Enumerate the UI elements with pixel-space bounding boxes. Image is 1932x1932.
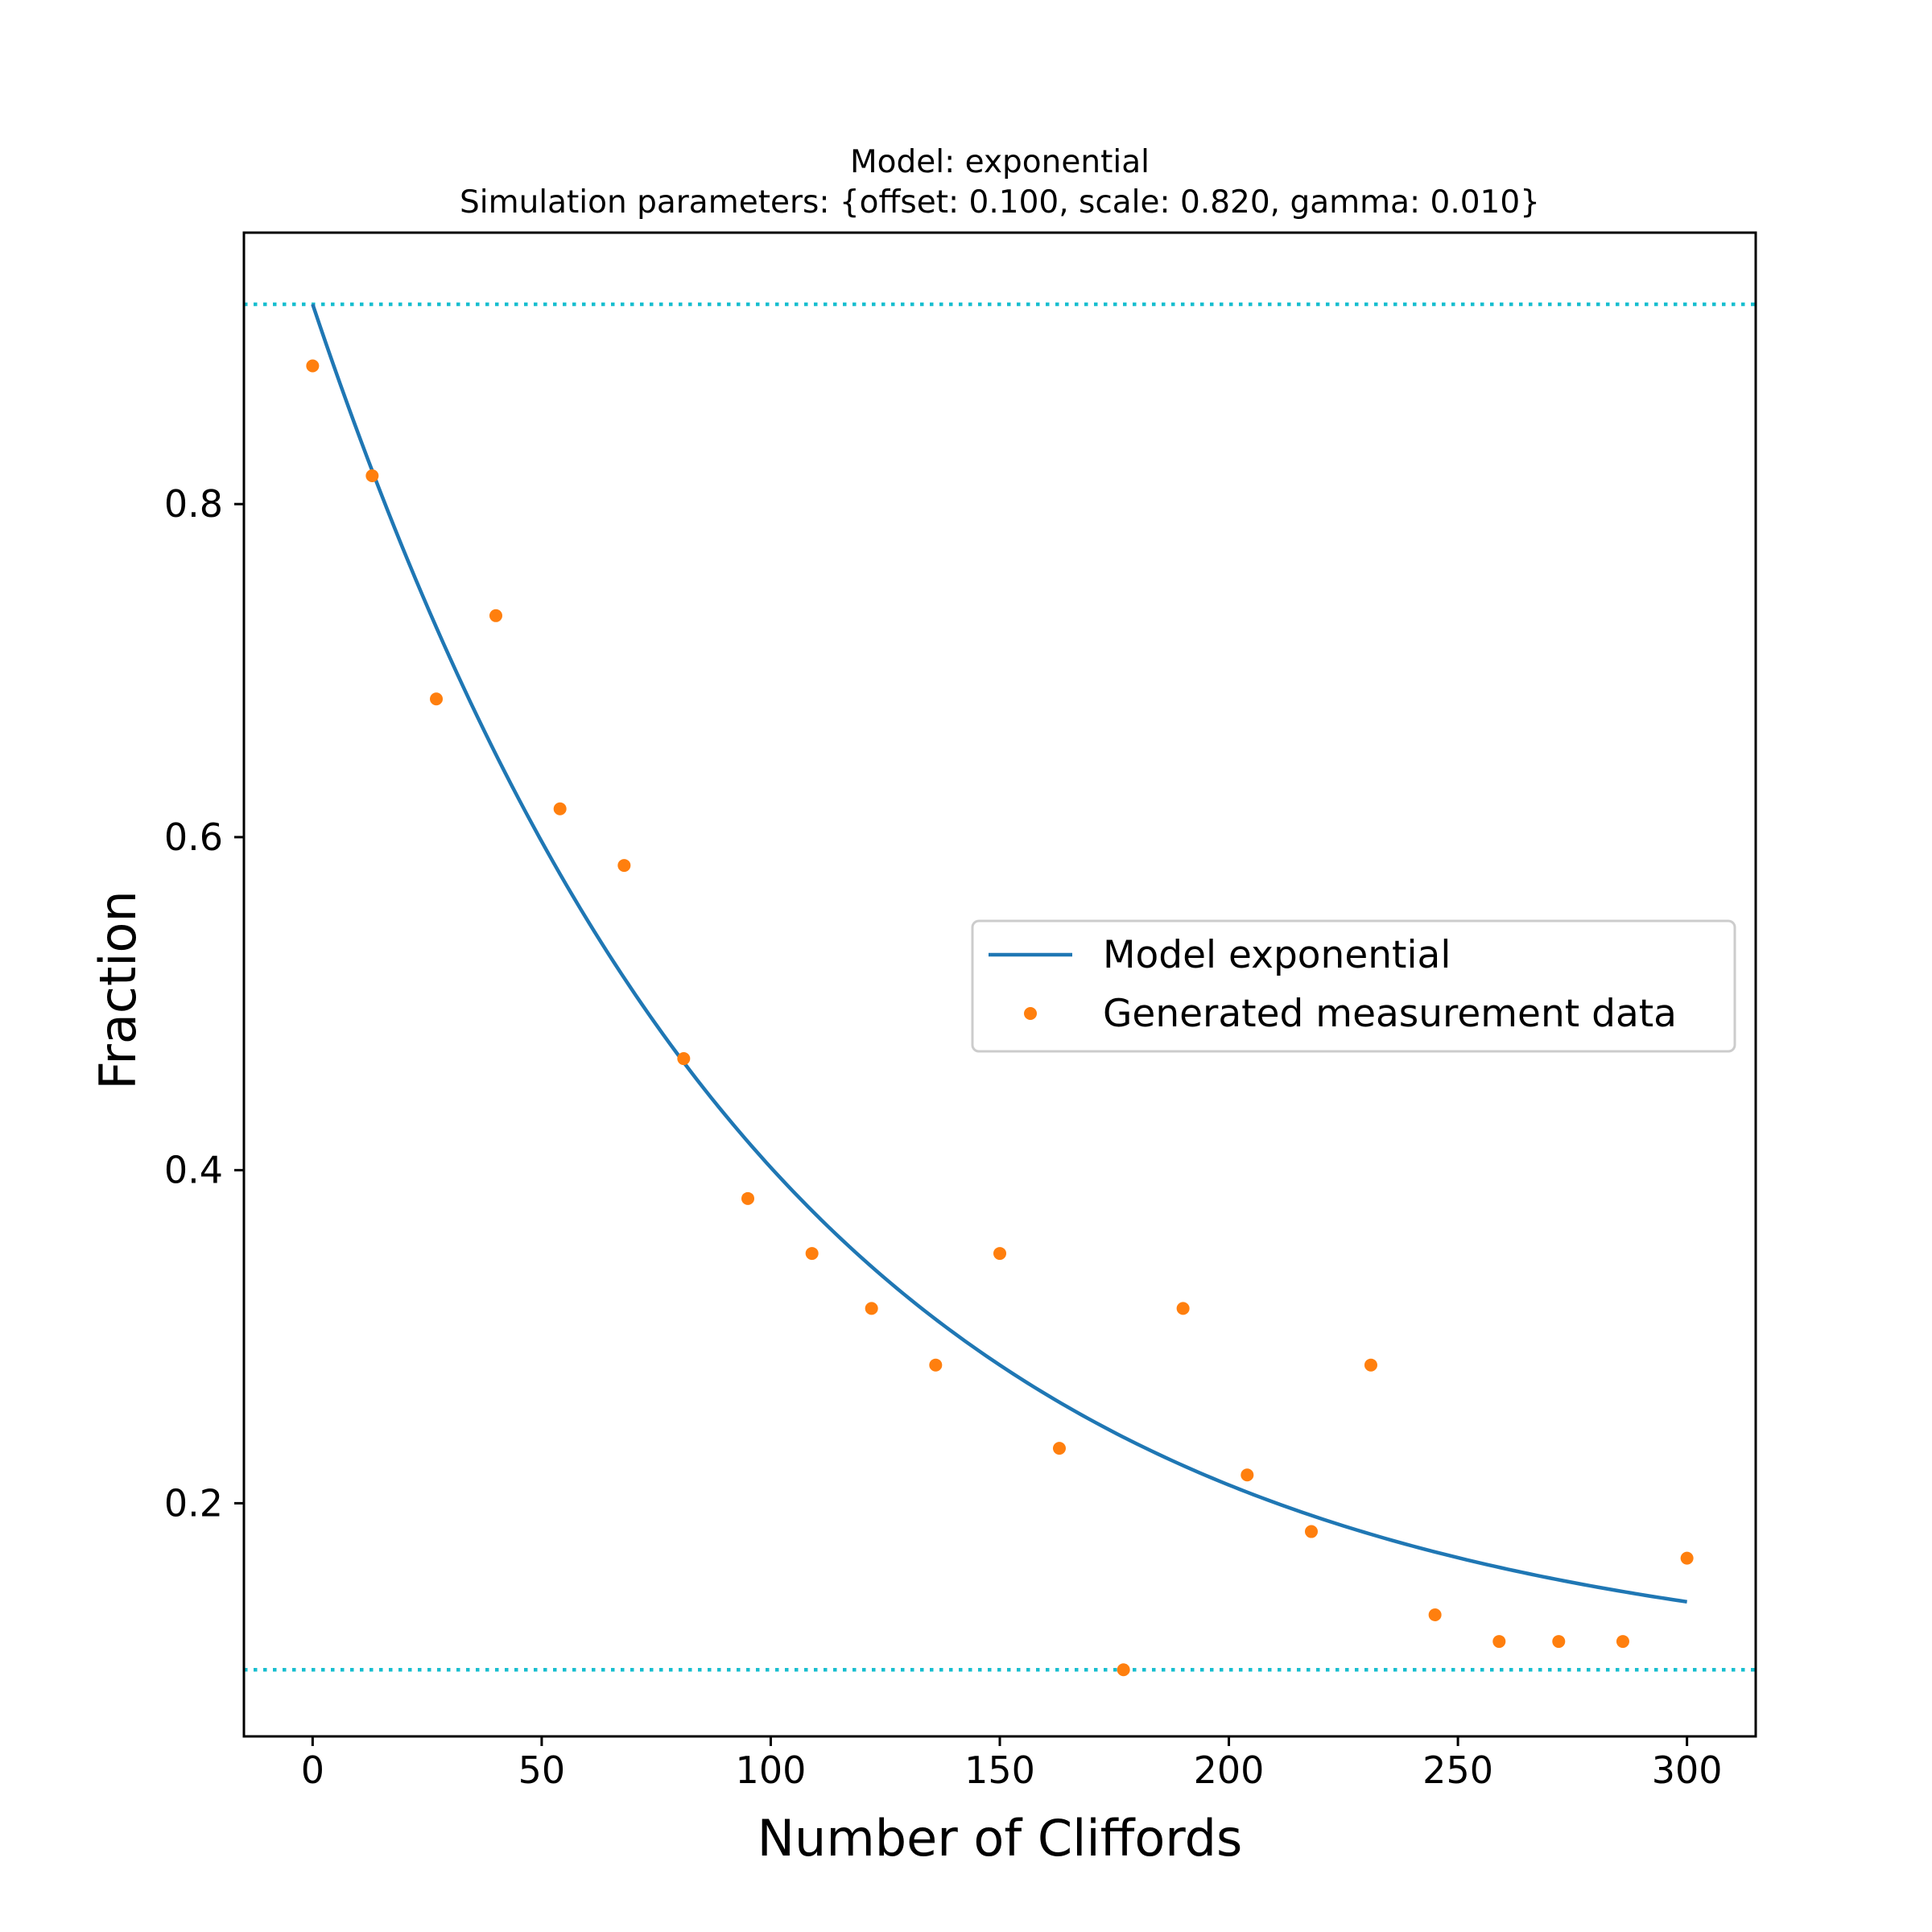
x-tick-label: 250 — [1422, 1748, 1493, 1792]
data-point — [1052, 1442, 1066, 1455]
data-point — [1241, 1468, 1254, 1482]
data-point — [1304, 1525, 1318, 1538]
x-tick-label: 100 — [736, 1748, 807, 1792]
data-point — [1364, 1358, 1377, 1372]
data-point — [365, 469, 379, 483]
chart-subtitle: Simulation parameters: {offset: 0.100, s… — [460, 184, 1540, 221]
legend-data-label: Generated measurement data — [1103, 992, 1677, 1036]
plot-area — [244, 302, 1756, 1677]
legend: Model exponential Generated measurement … — [971, 919, 1736, 1053]
x-tick-label: 150 — [964, 1748, 1035, 1792]
y-tick-label: 0.2 — [164, 1481, 223, 1525]
data-point — [489, 609, 502, 622]
x-tick-label: 300 — [1652, 1748, 1723, 1792]
data-point — [741, 1191, 754, 1205]
data-point — [617, 859, 631, 873]
model-curve — [311, 303, 1687, 1604]
chart-title: Model: exponential — [850, 144, 1150, 180]
legend-frame — [971, 919, 1736, 1053]
x-axis-label: Number of Cliffords — [758, 1809, 1243, 1868]
data-point — [993, 1247, 1006, 1261]
y-axis-label: Fraction — [89, 890, 147, 1090]
data-point — [553, 802, 567, 815]
x-tick-label: 50 — [518, 1748, 566, 1792]
x-tick-label: 0 — [301, 1748, 324, 1792]
legend-model-label: Model exponential — [1103, 933, 1451, 977]
data-point — [430, 692, 444, 706]
data-point — [1117, 1663, 1130, 1677]
axis-ticks: 0 50 100 150 200 250 300 0.2 0.4 0.6 0.8 — [164, 482, 1723, 1792]
data-point — [1680, 1551, 1694, 1565]
data-point — [1176, 1302, 1190, 1315]
y-tick-label: 0.8 — [164, 482, 223, 526]
data-point — [1428, 1608, 1442, 1621]
data-point — [1492, 1635, 1506, 1649]
data-point — [306, 359, 320, 373]
data-point — [865, 1302, 878, 1315]
data-point — [805, 1247, 819, 1261]
x-tick-label: 200 — [1194, 1748, 1265, 1792]
plot-frame — [242, 231, 1757, 1738]
data-point — [1616, 1635, 1629, 1649]
y-tick-label: 0.4 — [164, 1149, 223, 1192]
legend-data-marker-swatch — [1024, 1007, 1037, 1020]
y-tick-label: 0.6 — [164, 815, 223, 859]
data-point — [929, 1358, 943, 1372]
data-point — [1552, 1635, 1566, 1649]
data-point — [677, 1052, 691, 1066]
